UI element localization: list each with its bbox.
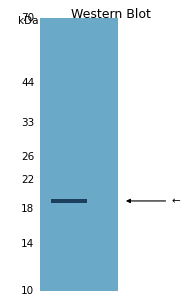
Text: 18: 18 <box>21 203 34 214</box>
Text: 33: 33 <box>21 118 34 128</box>
Text: Western Blot: Western Blot <box>71 8 151 20</box>
Text: 70: 70 <box>21 13 34 23</box>
Text: 44: 44 <box>21 78 34 88</box>
Text: ← 19kDa: ← 19kDa <box>172 196 181 206</box>
Text: 10: 10 <box>21 286 34 296</box>
Bar <box>51 199 87 203</box>
Bar <box>40 18 118 291</box>
Text: 22: 22 <box>21 176 34 185</box>
Text: kDa: kDa <box>18 16 38 26</box>
Text: 14: 14 <box>21 239 34 249</box>
Text: 26: 26 <box>21 152 34 162</box>
